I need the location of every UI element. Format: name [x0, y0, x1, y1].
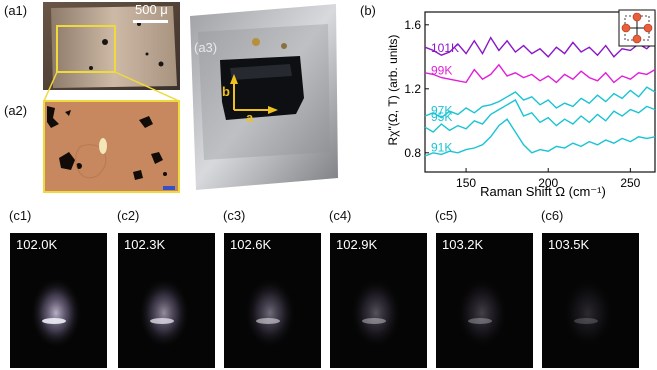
panel-label-c2: (c2) — [117, 208, 140, 223]
series-label-95K: 95K — [431, 110, 452, 124]
inset-symmetry-diagram — [618, 9, 656, 47]
series-label-99K: 99K — [431, 64, 452, 78]
thermal-frame-c6: 103.5K — [542, 233, 639, 368]
frame-temperature-c6: 103.5K — [548, 237, 590, 252]
frame-glow-c1 — [30, 277, 82, 349]
frame-glow-c4 — [350, 277, 402, 349]
panel-label-a3: (a3) — [194, 40, 218, 55]
x-tick-label: 200 — [538, 176, 558, 190]
optical-image-a2-drawing — [45, 102, 178, 191]
x-tick-label: 150 — [456, 176, 476, 190]
thermal-frame-c5: 103.2K — [436, 233, 533, 368]
series-line-97K — [424, 86, 656, 119]
y-tick-label: 0.8 — [404, 146, 421, 160]
series-label-91K: 91K — [431, 140, 452, 154]
scale-bar — [133, 20, 168, 23]
axis-b-label: b — [222, 84, 230, 99]
series-line-91K — [424, 118, 656, 157]
panel-label-a1: (a1) — [4, 3, 28, 18]
series-line-101K — [424, 36, 656, 58]
frame-glow-c3 — [244, 277, 296, 349]
axis-a-label: a — [246, 110, 254, 125]
thermal-frame-c2: 102.3K — [118, 233, 215, 368]
x-axis-label: Raman Shift Ω (cm⁻¹) — [480, 184, 606, 199]
panel-label-a2: (a2) — [4, 103, 28, 118]
series-line-95K — [424, 99, 656, 133]
frame-temperature-c5: 103.2K — [442, 237, 484, 252]
panel-label-c5: (c5) — [435, 208, 458, 223]
x-tick-label: 250 — [620, 176, 640, 190]
series-label-101K: 101K — [431, 41, 459, 55]
crystal-photo-a3-drawing — [190, 4, 338, 190]
frame-glow-c6 — [562, 277, 614, 349]
scale-bar-label: 500 μ — [135, 2, 168, 17]
frame-temperature-c4: 102.9K — [336, 237, 378, 252]
panel-label-c1: (c1) — [9, 208, 32, 223]
zoom-connector — [43, 71, 180, 102]
frame-temperature-c2: 102.3K — [124, 237, 166, 252]
series-line-99K — [424, 63, 656, 84]
panel-label-c3: (c3) — [223, 208, 246, 223]
thermal-frame-c1: 102.0K — [10, 233, 107, 368]
y-tick-label: 1.6 — [404, 18, 421, 32]
y-tick-label: 1.2 — [404, 82, 421, 96]
optical-image-a1-drawing — [43, 2, 180, 90]
thermal-frame-c4: 102.9K — [330, 233, 427, 368]
optical-image-a2 — [43, 100, 180, 193]
series-label-97K: 97K — [431, 104, 452, 118]
crystal-photo-a3: (a3) b a — [186, 2, 341, 192]
thermal-frame-c3: 102.6K — [224, 233, 321, 368]
frame-temperature-c3: 102.6K — [230, 237, 272, 252]
optical-image-a1: 500 μ — [43, 2, 180, 90]
panel-label-c4: (c4) — [329, 208, 352, 223]
frame-temperature-c1: 102.0K — [16, 237, 58, 252]
panel-label-c6: (c6) — [541, 208, 564, 223]
y-axis-label: Rχ"(Ω, T) (arb. units) — [386, 35, 400, 146]
frame-glow-c5 — [456, 277, 508, 349]
frame-glow-c2 — [138, 277, 190, 349]
panel-label-b: (b) — [360, 3, 376, 18]
